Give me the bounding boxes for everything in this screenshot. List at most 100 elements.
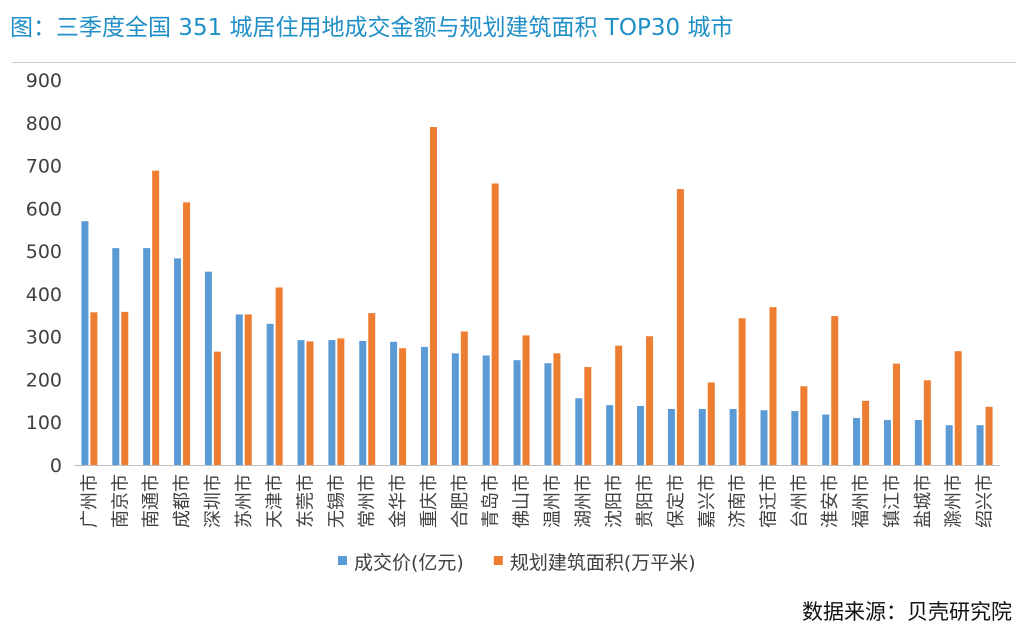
x-tick-label: 深圳市	[203, 474, 224, 528]
y-tick-label: 0	[50, 455, 62, 477]
bar-area	[553, 353, 561, 465]
bar-area	[522, 335, 530, 465]
bar-price	[883, 420, 891, 465]
x-tick-label: 天津市	[265, 474, 286, 528]
x-tick-label: 南京市	[110, 474, 131, 528]
bar-price	[544, 363, 552, 465]
x-tick-label: 淮安市	[820, 474, 841, 528]
x-tick-label: 滁州市	[944, 474, 965, 528]
bar-price	[853, 417, 861, 465]
x-tick-label: 湖州市	[573, 474, 594, 528]
bar-price	[698, 408, 706, 465]
title-divider	[12, 62, 1016, 63]
bar-area	[368, 313, 376, 465]
x-tick-label: 东莞市	[296, 474, 317, 528]
x-tick-label: 合肥市	[450, 474, 471, 528]
x-tick-label: 台州市	[789, 474, 810, 528]
bar-price	[976, 425, 984, 465]
bar-price	[482, 355, 490, 465]
x-tick-label: 金华市	[388, 474, 409, 528]
bar-area	[954, 351, 962, 465]
x-tick-label: 无锡市	[326, 474, 347, 528]
x-tick-label: 镇江市	[882, 474, 903, 528]
bar-price	[143, 248, 151, 465]
bar-price	[204, 271, 212, 465]
bar-price	[390, 341, 398, 465]
bar-area	[615, 345, 623, 465]
bar-area	[213, 351, 221, 465]
y-tick-label: 100	[26, 412, 62, 434]
bar-price	[81, 221, 89, 465]
bar-price	[637, 405, 645, 465]
bar-price	[914, 420, 922, 465]
bar-area	[769, 307, 777, 465]
y-tick-label: 800	[26, 113, 62, 135]
y-tick-label: 500	[26, 241, 62, 263]
bar-area	[121, 311, 129, 465]
y-tick-label: 700	[26, 156, 62, 178]
legend-label: 规划建筑面积(万平米)	[510, 552, 696, 574]
x-tick-label: 南通市	[141, 474, 162, 528]
bar-area	[862, 400, 870, 465]
y-tick-label: 200	[26, 369, 62, 391]
x-tick-label: 常州市	[357, 474, 378, 528]
bar-price	[822, 414, 830, 465]
bar-price	[729, 408, 737, 465]
x-tick-label: 嘉兴市	[697, 474, 718, 528]
bar-price	[328, 340, 336, 465]
bar-area	[275, 287, 283, 465]
chart-title: 图：三季度全国 351 城居住用地成交金额与规划建筑面积 TOP30 城市	[10, 15, 734, 41]
bar-area	[337, 338, 345, 465]
x-tick-label: 苏州市	[234, 474, 255, 528]
x-tick-label: 福州市	[851, 474, 872, 528]
bar-area	[646, 336, 654, 465]
x-tick-label: 保定市	[666, 474, 687, 528]
bar-area	[491, 183, 499, 465]
bar-price	[760, 410, 768, 465]
bar-area	[460, 331, 468, 465]
y-tick-label: 600	[26, 198, 62, 220]
bar-price	[945, 425, 953, 465]
bar-price	[174, 258, 182, 465]
bar-price	[297, 340, 305, 465]
bar-price	[606, 405, 614, 465]
bar-area	[676, 189, 684, 466]
bar-price	[451, 353, 459, 465]
bar-area	[183, 202, 191, 465]
x-tick-label: 贵阳市	[635, 474, 656, 528]
x-tick-label: 绍兴市	[975, 474, 996, 528]
legend-swatch	[338, 556, 347, 565]
bar-chart: 0 100 200 300 400 500 600 700 800 900 广州市 南京市 南通市 成都市…	[26, 70, 1000, 574]
bar-area	[584, 367, 592, 465]
x-tick-label: 宿迁市	[759, 474, 780, 528]
bar-area	[892, 363, 900, 465]
bar-area	[306, 341, 314, 465]
bar-area	[923, 380, 931, 465]
bar-area	[152, 170, 160, 465]
bar-area	[738, 318, 746, 465]
x-tick-label: 重庆市	[419, 474, 440, 528]
bar-price	[112, 248, 120, 465]
x-tick-label: 成都市	[172, 474, 193, 528]
bar-area	[831, 316, 839, 465]
bar-price	[266, 323, 274, 465]
x-tick-label: 济南市	[728, 474, 749, 528]
x-tick-label: 广州市	[79, 474, 100, 528]
y-tick-label: 300	[26, 327, 62, 349]
x-tick-label: 温州市	[542, 474, 563, 528]
bar-area	[707, 382, 715, 465]
bar-price	[359, 340, 367, 465]
legend-swatch	[493, 556, 503, 565]
x-tick-label: 沈阳市	[604, 474, 625, 528]
x-tick-label: 佛山市	[512, 474, 533, 528]
x-tick-label: 青岛市	[481, 474, 502, 528]
bar-price	[513, 360, 521, 465]
y-tick-label: 400	[26, 284, 62, 306]
bar-price	[575, 398, 583, 465]
data-source: 数据来源：贝壳研究院	[802, 600, 1012, 624]
bar-price	[420, 346, 428, 465]
bar-price	[791, 411, 799, 465]
bar-price	[667, 408, 675, 465]
bar-area	[985, 406, 993, 465]
bar-area	[399, 348, 407, 465]
